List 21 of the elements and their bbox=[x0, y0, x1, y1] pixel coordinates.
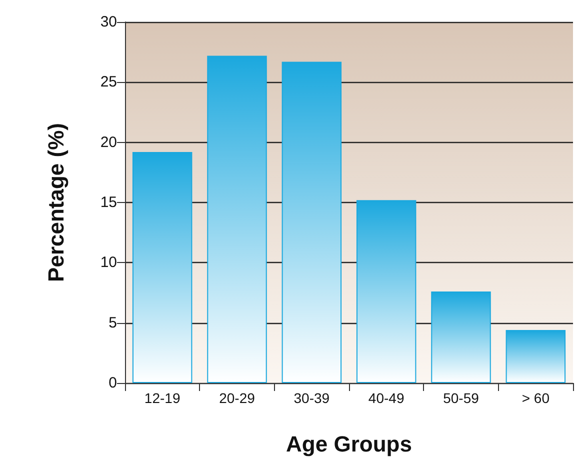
y-tick-label: 25 bbox=[100, 74, 117, 91]
y-tick-label: 15 bbox=[100, 194, 117, 211]
x-axis-title: Age Groups bbox=[286, 432, 412, 456]
bar bbox=[356, 200, 416, 383]
y-tick-label: 10 bbox=[100, 254, 117, 272]
x-tick-label: 40-49 bbox=[368, 390, 404, 406]
bar bbox=[132, 152, 192, 383]
y-tick-label: 5 bbox=[108, 314, 117, 332]
y-tick-label: 30 bbox=[100, 14, 117, 30]
bar bbox=[431, 292, 491, 383]
y-axis-title: Percentage (%) bbox=[44, 123, 68, 282]
y-tick-label: 0 bbox=[108, 374, 117, 392]
x-tick-label: 30-39 bbox=[294, 390, 330, 406]
bar bbox=[506, 330, 566, 383]
x-tick-label: 12-19 bbox=[144, 390, 180, 406]
y-tick-label: 20 bbox=[100, 134, 117, 151]
x-tick-label: > 60 bbox=[522, 390, 550, 406]
x-tick-label: 50-59 bbox=[443, 390, 480, 406]
bar bbox=[207, 56, 267, 383]
x-tick-label: 20-29 bbox=[219, 390, 256, 406]
bar bbox=[282, 62, 342, 383]
